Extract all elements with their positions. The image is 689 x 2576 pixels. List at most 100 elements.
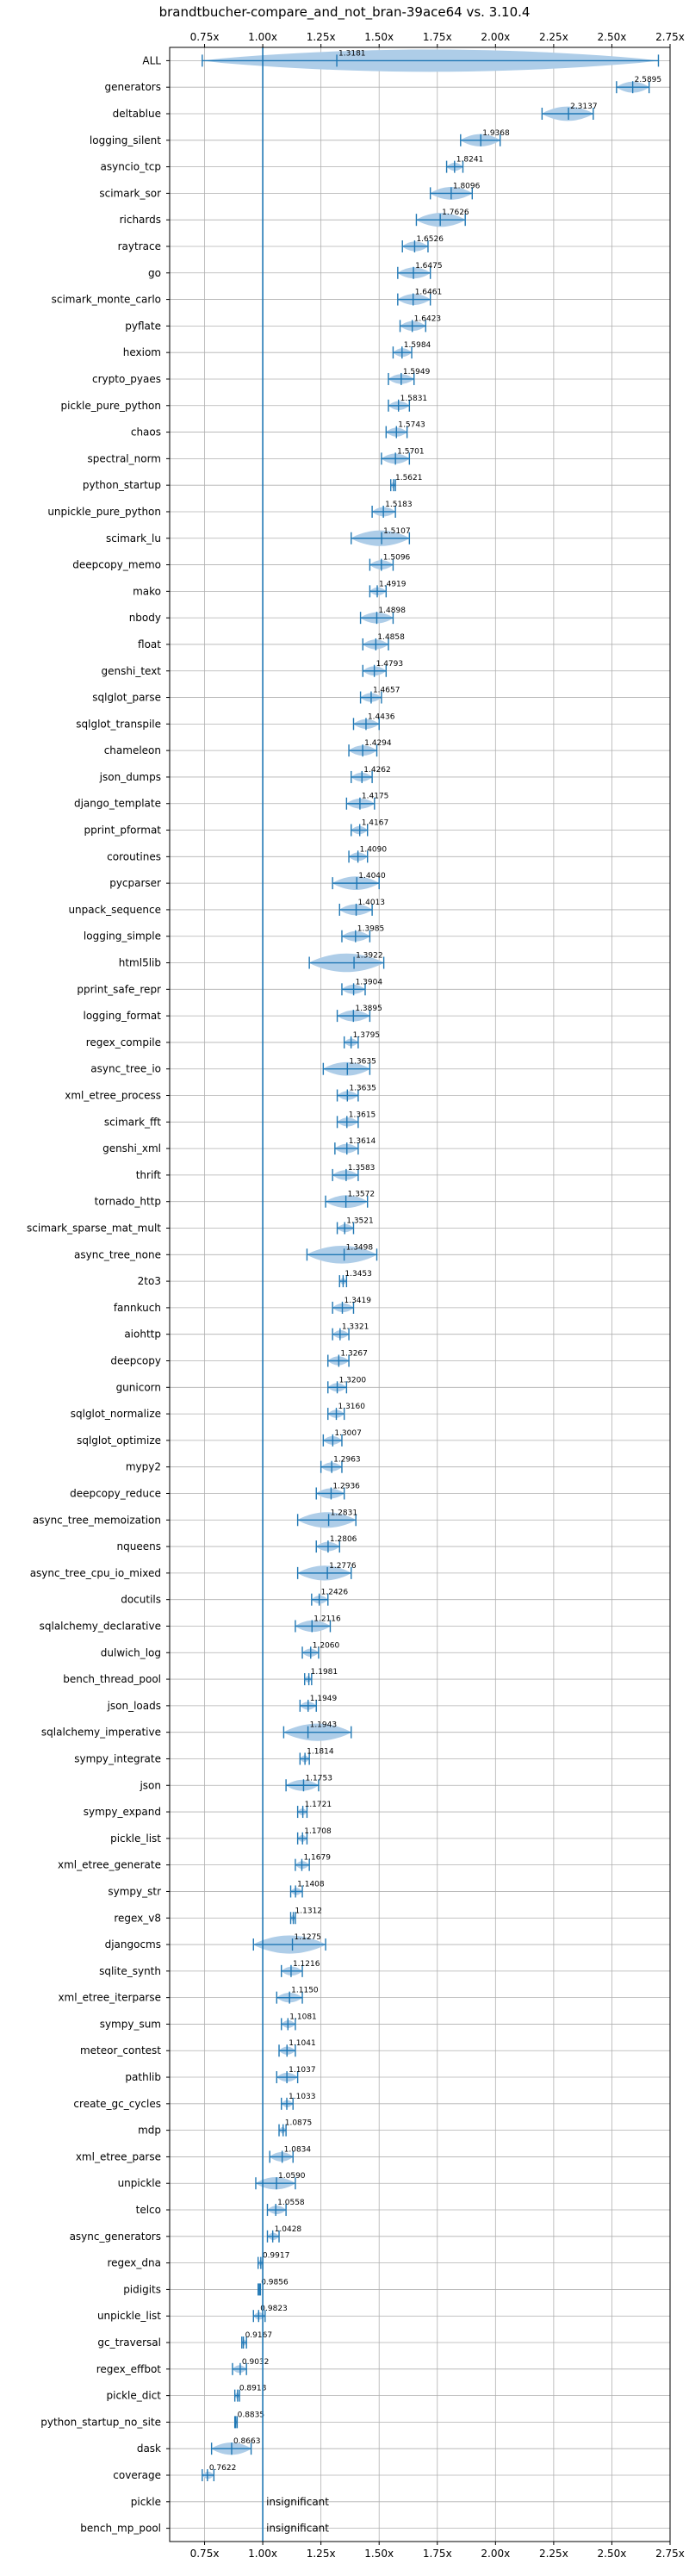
value-label: 0.8663	[233, 2437, 261, 2446]
value-label: 1.1033	[289, 2093, 316, 2101]
value-label: 1.1150	[291, 1987, 319, 1995]
value-label: 1.3521	[346, 1217, 374, 1226]
tick-label-bottom: 2.00x	[481, 2548, 510, 2560]
benchmark-label: async_tree_memoization	[33, 1514, 161, 1526]
value-label: 1.4013	[358, 899, 386, 907]
benchmark-label: dulwich_log	[101, 1646, 161, 1658]
value-label: 0.9856	[261, 2278, 289, 2287]
benchmark-row: sympy_sum 1.1081	[100, 2013, 317, 2031]
value-label: 0.8835	[238, 2411, 265, 2419]
benchmark-row: deepcopy_memo 1.5096	[72, 554, 411, 571]
benchmark-label: python_startup_no_site	[40, 2416, 161, 2428]
benchmark-row: deltablue 2.3137	[113, 103, 598, 121]
value-label: 1.3498	[346, 1243, 374, 1252]
benchmark-label: djangocms	[105, 1938, 161, 1951]
value-label: 2.3137	[570, 103, 598, 111]
value-label: 1.5107	[383, 527, 411, 536]
benchmark-label: async_tree_none	[74, 1248, 161, 1260]
benchmark-row: 2to3 1.3453	[138, 1270, 372, 1288]
tick-label-top: 2.00x	[481, 31, 510, 43]
value-label: 0.8918	[239, 2385, 267, 2393]
benchmark-row: pprint_safe_repr 1.3904	[77, 978, 383, 996]
value-label: 1.4793	[376, 660, 404, 669]
benchmark-row: json 1.1753	[139, 1774, 332, 1792]
value-label: 1.4898	[378, 607, 406, 615]
benchmark-row: django_template 1.4175	[74, 793, 388, 810]
benchmark-row: async_tree_io 1.3635	[90, 1058, 376, 1076]
benchmark-label: coroutines	[107, 850, 161, 862]
benchmark-row: hexiom 1.5984	[123, 341, 431, 359]
benchmark-row: sympy_str 1.1408	[108, 1880, 325, 1898]
benchmark-label: scimark_fft	[104, 1116, 161, 1128]
tick-label-bottom: 2.25x	[539, 2548, 568, 2560]
benchmark-row: genshi_text 1.4793	[102, 660, 404, 677]
benchmark-label: pickle_dict	[107, 2390, 162, 2402]
benchmark-label: pyflate	[125, 320, 161, 332]
value-label: 1.3985	[357, 925, 385, 934]
value-label: 1.6461	[415, 289, 443, 297]
benchmark-row: regex_v8 1.1312	[114, 1907, 322, 1925]
benchmark-row: create_gc_cycles 1.1033	[73, 2093, 316, 2110]
value-label: 1.0875	[285, 2119, 313, 2128]
value-label: 1.3615	[349, 1111, 376, 1119]
tick-label-top: 1.75x	[423, 31, 452, 43]
benchmark-label: regex_compile	[86, 1036, 161, 1048]
benchmark-label: unpickle_pure_python	[47, 506, 161, 518]
benchmark-label: pprint_pformat	[84, 824, 162, 837]
value-label: 1.5831	[400, 395, 428, 403]
benchmark-row: meteor_contest 1.1041	[80, 2039, 316, 2057]
tick-label-bottom: 1.00x	[248, 2548, 277, 2560]
value-label: 1.1216	[293, 1960, 320, 1969]
value-label: 1.1408	[297, 1880, 325, 1888]
value-label: 1.3635	[349, 1085, 376, 1093]
tick-label-bottom: 1.75x	[423, 2548, 452, 2560]
value-label: 1.1708	[304, 1827, 332, 1836]
benchmark-label: sqlglot_parse	[92, 692, 161, 704]
value-label: 1.6423	[414, 314, 442, 323]
benchmark-row: tornado_http 1.3572	[95, 1191, 375, 1209]
benchmark-row: python_startup_no_site 0.8835	[40, 2411, 265, 2429]
value-label: 1.3904	[356, 978, 383, 986]
value-label: 1.3419	[344, 1297, 371, 1305]
value-label: 1.3200	[339, 1376, 367, 1384]
value-label: 1.1081	[289, 2013, 317, 2021]
value-label: 1.2806	[330, 1535, 357, 1544]
benchmark-label: mako	[133, 585, 161, 597]
benchmark-label: sqlite_synth	[99, 1965, 161, 1977]
plot-frame	[169, 47, 671, 2542]
benchmark-row: coroutines 1.4090	[107, 845, 387, 863]
benchmark-row: scimark_monte_carlo 1.6461	[52, 289, 443, 306]
benchmark-row: pickle insignificant	[131, 2496, 330, 2508]
benchmark-row: go 1.6475	[148, 262, 443, 279]
benchmark-label: regex_effbot	[96, 2363, 162, 2375]
benchmark-row: mako 1.4919	[133, 580, 407, 598]
value-label: 1.1814	[307, 1747, 334, 1756]
benchmark-row: genshi_xml 1.3614	[102, 1137, 376, 1155]
benchmark-label: aiohttp	[124, 1328, 161, 1341]
benchmark-row: gc_traversal 0.9167	[97, 2331, 272, 2349]
value-label: 1.2936	[332, 1482, 360, 1490]
benchmark-row: xml_etree_iterparse 1.1150	[58, 1987, 319, 2004]
benchmark-row: sqlglot_transpile 1.4436	[76, 712, 395, 731]
benchmark-row: async_tree_cpu_io_mixed 1.2776	[30, 1562, 357, 1581]
benchmark-label: scimark_lu	[106, 532, 161, 544]
benchmark-row: unpickle_pure_python 1.5183	[47, 501, 413, 518]
value-label: 1.2831	[331, 1509, 358, 1517]
benchmark-label: sympy_integrate	[74, 1752, 161, 1764]
benchmark-row: telco 1.0558	[136, 2199, 305, 2217]
benchmark-label: deltablue	[113, 108, 161, 120]
benchmark-label: sympy_str	[108, 1885, 161, 1897]
benchmark-row: logging_format 1.3895	[83, 1005, 382, 1023]
value-label: 1.3160	[338, 1403, 365, 1411]
tick-label-bottom: 1.25x	[307, 2548, 336, 2560]
benchmark-label: create_gc_cycles	[73, 2098, 161, 2110]
benchmark-row: fannkuch 1.3419	[114, 1297, 371, 1314]
benchmark-row: html5lib 1.3922	[119, 952, 385, 973]
tick-label-top: 1.25x	[307, 31, 336, 43]
benchmark-row: bench_mp_pool insignificant	[80, 2523, 329, 2535]
benchmark-row: pyflate 1.6423	[125, 314, 442, 333]
benchmark-row: sympy_expand 1.1721	[84, 1801, 332, 1819]
benchmark-row: sqlite_synth 1.1216	[99, 1960, 320, 1977]
benchmark-row: logging_silent 1.9368	[90, 129, 510, 146]
axes: 0.75x 0.75x 1.00x 1.00x 1.25x 1.25x 1.50x 1.50x…	[166, 31, 685, 2560]
